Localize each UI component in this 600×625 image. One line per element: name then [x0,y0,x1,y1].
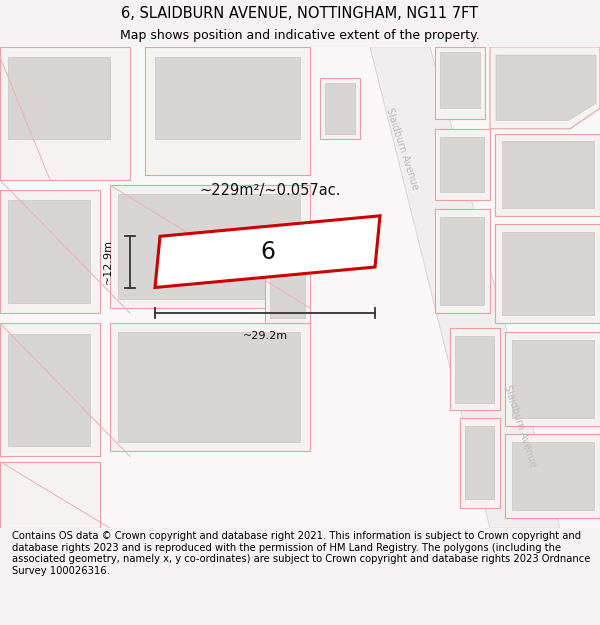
Text: ~229m²/~0.057ac.: ~229m²/~0.057ac. [199,182,341,198]
Polygon shape [0,47,600,528]
Text: Map shows position and indicative extent of the property.: Map shows position and indicative extent… [120,29,480,42]
Polygon shape [0,47,130,180]
Polygon shape [435,129,490,201]
Polygon shape [118,194,300,299]
Text: ~29.2m: ~29.2m [242,331,287,341]
Polygon shape [505,434,600,518]
Text: 6, SLAIDBURN AVENUE, NOTTINGHAM, NG11 7FT: 6, SLAIDBURN AVENUE, NOTTINGHAM, NG11 7F… [121,6,479,21]
Polygon shape [512,442,594,510]
Polygon shape [155,216,380,288]
Text: 6: 6 [260,239,275,264]
Polygon shape [455,336,494,403]
Polygon shape [440,137,484,192]
Polygon shape [440,52,480,108]
Polygon shape [450,329,500,411]
Polygon shape [490,47,600,129]
Polygon shape [465,426,494,499]
Polygon shape [460,418,500,508]
Text: ~12.9m: ~12.9m [103,239,113,284]
Polygon shape [118,331,300,442]
Polygon shape [8,57,110,139]
Text: Slaidburn Avenue: Slaidburn Avenue [384,107,420,192]
Polygon shape [325,82,355,134]
Text: Contains OS data © Crown copyright and database right 2021. This information is : Contains OS data © Crown copyright and d… [12,531,590,576]
Polygon shape [505,331,600,426]
Polygon shape [145,47,310,175]
Polygon shape [270,257,305,318]
Polygon shape [0,323,100,456]
Polygon shape [512,340,594,418]
Polygon shape [502,141,594,208]
Polygon shape [496,55,596,121]
Polygon shape [435,209,490,313]
Polygon shape [502,232,594,315]
Polygon shape [110,323,310,451]
Polygon shape [495,134,600,216]
Polygon shape [8,201,90,303]
Polygon shape [8,334,90,446]
Polygon shape [110,185,310,308]
Polygon shape [440,217,484,305]
Polygon shape [435,47,485,119]
Polygon shape [370,47,560,528]
Polygon shape [320,78,360,139]
Polygon shape [155,57,300,139]
Text: Slaidburn Avenue: Slaidburn Avenue [502,383,538,468]
Polygon shape [265,252,310,323]
Polygon shape [0,462,100,528]
Polygon shape [0,190,100,313]
Polygon shape [495,224,600,323]
